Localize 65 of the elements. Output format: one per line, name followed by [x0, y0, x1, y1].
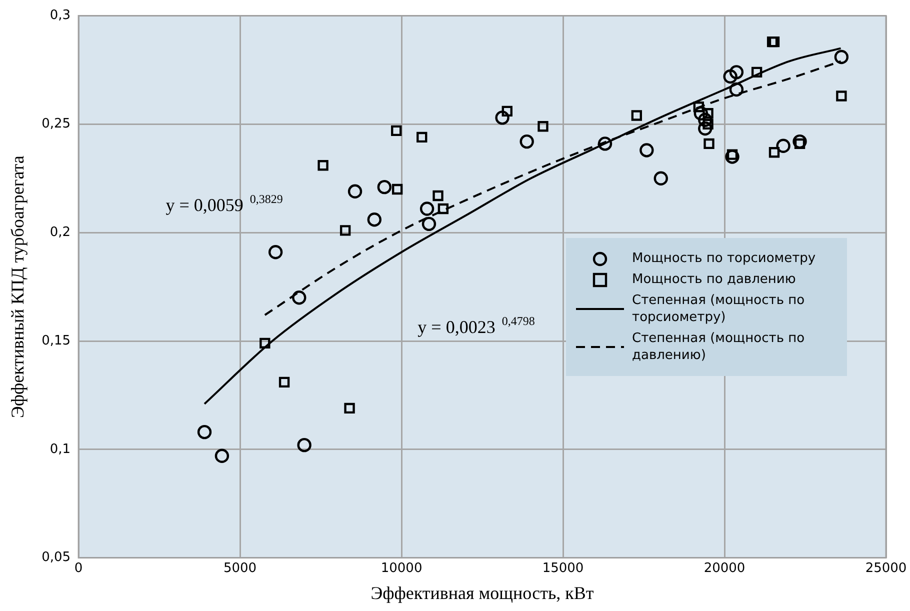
point: [702, 108, 714, 119]
point: [768, 147, 780, 158]
annotation: y = 0,0023 0,4798: [418, 314, 535, 337]
point: [420, 202, 434, 216]
y-tick-label: 0,25: [42, 116, 71, 132]
point: [432, 190, 444, 202]
point: [751, 66, 762, 78]
point: [520, 134, 534, 149]
point: [278, 376, 290, 388]
point: [598, 136, 612, 151]
point: [214, 448, 230, 464]
y-tick-label: 0,1: [50, 442, 71, 457]
legend-label: Степенная (мощность по торсиометру): [632, 292, 806, 326]
point: [416, 132, 428, 143]
point: [726, 149, 738, 160]
y-tick-label: 0,3: [50, 8, 71, 24]
point: [723, 69, 738, 84]
legend-label: Мощность по давлению: [632, 271, 797, 288]
y-tick-label: 0,15: [42, 333, 71, 348]
point: [268, 245, 283, 260]
x-tick-label: 20000: [704, 560, 746, 576]
point: [640, 143, 654, 158]
point: [792, 134, 807, 149]
point: [654, 171, 668, 186]
point: [318, 160, 328, 171]
point: [348, 184, 362, 199]
x-tick-label: 15000: [542, 560, 584, 576]
point: [367, 212, 382, 227]
legend-label: Степенная (мощность по давлению): [632, 330, 806, 364]
point: [502, 106, 512, 117]
point: [340, 225, 351, 236]
point: [495, 110, 510, 125]
x-tick-label: 0: [74, 560, 83, 576]
y-tick-label: 0,05: [42, 550, 71, 566]
y-tick-label: 0,2: [50, 224, 71, 240]
point: [693, 102, 704, 112]
point: [698, 121, 712, 136]
point: [698, 112, 712, 127]
point: [704, 138, 714, 150]
point: [260, 338, 270, 349]
point: [729, 65, 744, 80]
point: [538, 121, 548, 132]
point: [297, 438, 312, 452]
y-axis-title: Эффективный КПД турбоагрегата: [8, 156, 28, 418]
point: [344, 402, 355, 414]
x-axis-title: Эффективная мощность, кВт: [370, 582, 594, 603]
point: [834, 50, 849, 64]
point: [422, 216, 436, 232]
point: [391, 125, 402, 136]
x-tick-label: 25000: [865, 560, 907, 576]
point: [776, 138, 790, 153]
point: [197, 424, 212, 440]
point: [836, 90, 847, 102]
point: [392, 184, 403, 195]
point: [377, 180, 392, 194]
annotation: y = 0,0059 0,3829: [166, 192, 283, 215]
x-tick-label: 5000: [223, 560, 257, 576]
point: [729, 82, 744, 97]
point: [725, 150, 740, 164]
point: [794, 138, 806, 150]
point: [631, 110, 642, 121]
x-tick-label: 10000: [380, 560, 422, 576]
point: [292, 290, 306, 305]
point: [438, 203, 449, 214]
legend-label: Мощность по торсиометру: [632, 250, 817, 267]
